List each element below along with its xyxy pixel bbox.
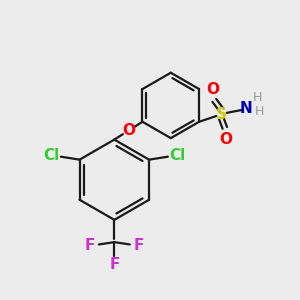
Text: Cl: Cl: [43, 148, 59, 163]
Text: O: O: [122, 123, 135, 138]
Text: F: F: [134, 238, 144, 253]
Text: O: O: [219, 132, 232, 147]
Text: S: S: [216, 107, 227, 122]
Text: H: H: [254, 105, 264, 118]
Text: H: H: [252, 91, 262, 103]
Text: Cl: Cl: [169, 148, 185, 163]
Text: F: F: [109, 257, 119, 272]
Text: O: O: [206, 82, 219, 97]
Text: N: N: [239, 101, 252, 116]
Text: F: F: [85, 238, 95, 253]
